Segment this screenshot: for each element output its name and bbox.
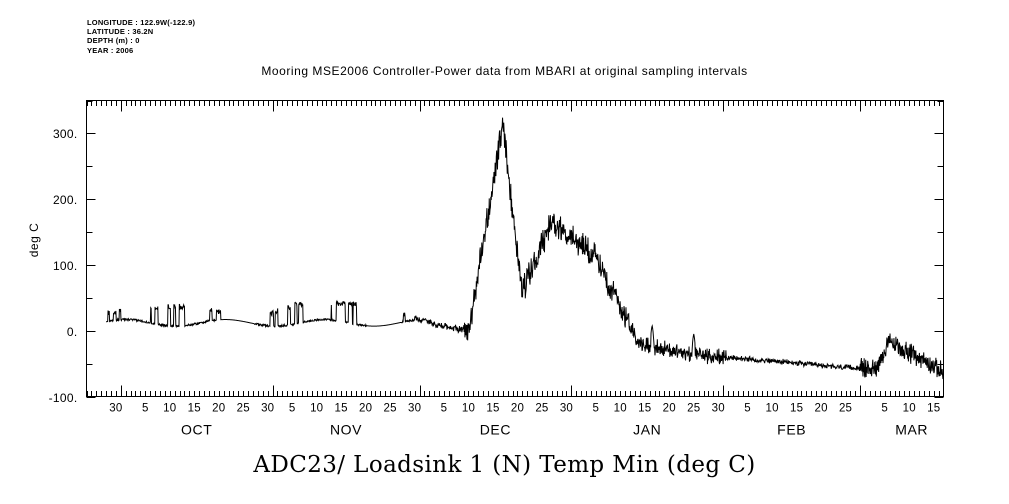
svg-text:20: 20 bbox=[814, 403, 827, 415]
svg-text:5: 5 bbox=[744, 403, 751, 415]
svg-text:100.: 100. bbox=[53, 259, 78, 273]
svg-text:15: 15 bbox=[188, 403, 201, 415]
svg-text:10: 10 bbox=[462, 403, 475, 415]
svg-text:NOV: NOV bbox=[330, 422, 362, 438]
svg-text:200.: 200. bbox=[53, 193, 78, 207]
svg-text:5: 5 bbox=[441, 403, 448, 415]
svg-text:10: 10 bbox=[614, 403, 627, 415]
figure-caption: ADC23/ Loadsink 1 (N) Temp Min (deg C) bbox=[253, 452, 756, 478]
metadata-depth: DEPTH (m) : 0 bbox=[87, 36, 140, 46]
svg-text:300.: 300. bbox=[53, 127, 78, 141]
axis-frame bbox=[85, 99, 945, 398]
svg-text:15: 15 bbox=[486, 403, 499, 415]
svg-text:25: 25 bbox=[384, 403, 397, 415]
svg-text:FEB: FEB bbox=[777, 422, 806, 438]
svg-text:15: 15 bbox=[335, 403, 348, 415]
svg-text:10: 10 bbox=[310, 403, 323, 415]
x-axis-ticks bbox=[87, 100, 940, 397]
svg-text:30: 30 bbox=[109, 403, 122, 415]
x-axis-tick-labels: 30 5 10 15 20 25 30 5 10 15 20 25 30 5 10 15 20 25 30 5 10 15… bbox=[109, 403, 940, 415]
svg-text:10: 10 bbox=[163, 403, 176, 415]
svg-text:25: 25 bbox=[839, 403, 852, 415]
svg-text:20: 20 bbox=[511, 403, 524, 415]
svg-text:0.: 0. bbox=[67, 325, 78, 339]
svg-text:5: 5 bbox=[592, 403, 599, 415]
svg-text:5: 5 bbox=[881, 403, 888, 415]
svg-text:JAN: JAN bbox=[633, 422, 661, 438]
svg-text:10: 10 bbox=[903, 403, 916, 415]
metadata-block: LONGITUDE : 122.9W(-122.9) LATITUDE : 36… bbox=[87, 18, 195, 55]
svg-text:15: 15 bbox=[638, 403, 651, 415]
data-series bbox=[105, 117, 944, 380]
metadata-latitude: LATITUDE : 36.2N bbox=[87, 27, 154, 37]
svg-text:OCT: OCT bbox=[181, 422, 212, 438]
metadata-longitude: LONGITUDE : 122.9W(-122.9) bbox=[87, 18, 196, 27]
svg-text:DEC: DEC bbox=[480, 422, 511, 438]
y-axis-ticks bbox=[86, 100, 944, 399]
svg-text:20: 20 bbox=[212, 403, 225, 415]
series-line-loadsink-temp-min bbox=[105, 117, 944, 380]
svg-text:20: 20 bbox=[359, 403, 372, 415]
svg-text:5: 5 bbox=[142, 403, 149, 415]
svg-text:15: 15 bbox=[790, 403, 803, 415]
svg-text:25: 25 bbox=[687, 403, 700, 415]
svg-text:15: 15 bbox=[927, 403, 940, 415]
svg-text:20: 20 bbox=[663, 403, 676, 415]
svg-text:30: 30 bbox=[560, 403, 573, 415]
svg-text:-100.: -100. bbox=[49, 391, 78, 405]
svg-text:30: 30 bbox=[408, 403, 421, 415]
svg-text:5: 5 bbox=[289, 403, 296, 415]
plot-title: Mooring MSE2006 Controller-Power data fr… bbox=[261, 64, 748, 78]
metadata-year: YEAR : 2006 bbox=[87, 45, 134, 55]
svg-text:25: 25 bbox=[535, 403, 548, 415]
x-axis-month-labels: OCT NOV DEC JAN FEB MAR bbox=[181, 422, 928, 438]
svg-text:MAR: MAR bbox=[895, 422, 928, 438]
svg-text:30: 30 bbox=[261, 403, 274, 415]
y-axis-tick-labels: -100. 0. 100. 200. 300. bbox=[49, 127, 78, 405]
svg-text:30: 30 bbox=[712, 403, 725, 415]
svg-text:25: 25 bbox=[237, 403, 250, 415]
svg-text:10: 10 bbox=[765, 403, 778, 415]
